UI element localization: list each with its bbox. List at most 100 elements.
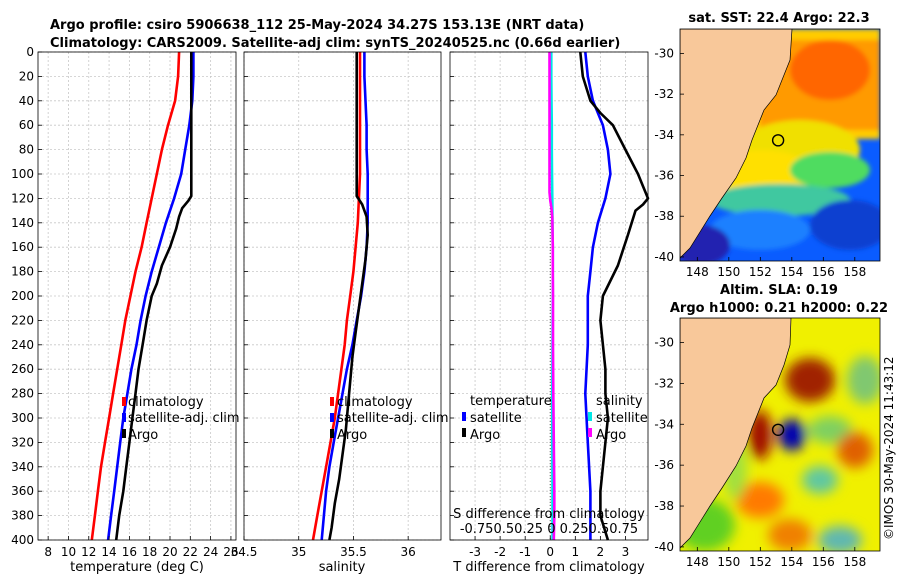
legend-label-s-argo: Argo <box>596 428 626 443</box>
temperature-grid <box>38 51 236 541</box>
legend-swatch-t-argo <box>462 428 466 437</box>
series-line-climatology <box>311 52 362 541</box>
x-tick-label: 24 <box>203 545 218 559</box>
map-y-tick-label: -30 <box>654 336 674 350</box>
difference-series <box>548 51 650 541</box>
legend-swatch-s-satellite <box>588 412 592 421</box>
series-line-argo <box>114 52 193 541</box>
map-x-tick-label: 158 <box>843 555 866 569</box>
map-x-tick-label: 148 <box>686 555 709 569</box>
salinity-xlabel: salinity <box>319 560 366 575</box>
legend-label-satellite-adj: satellite-adj. clim <box>128 411 240 426</box>
depth-tick-label: 280 <box>11 387 34 401</box>
depth-tick-label: 100 <box>11 167 34 181</box>
depth-tick-label: 340 <box>11 460 34 474</box>
depth-tick-label: 400 <box>11 533 34 547</box>
legend-title-salinity: salinity <box>596 394 643 409</box>
sla-map-image <box>680 318 880 551</box>
map-y-tick-label: -40 <box>654 250 674 264</box>
sla-map-title-1: Altim. SLA: 0.19 <box>720 283 838 298</box>
legend-swatch-satellite-adj <box>122 413 126 422</box>
legend-label-argo: Argo <box>128 428 158 443</box>
depth-tick-labels: 0 20 40 60 80 100 120 140 160 180 200 220 240 260 280 3… <box>11 45 34 547</box>
depth-tick-label: 320 <box>11 435 34 449</box>
depth-tick-label: 240 <box>11 338 34 352</box>
temperature-xlabel: temperature (deg C) <box>70 560 204 575</box>
map-x-tick-label: 152 <box>749 265 772 279</box>
legend-label-t-satellite: satellite <box>470 411 522 426</box>
depth-tick-label: 180 <box>11 265 34 279</box>
x-tick-label: 35 <box>291 545 306 559</box>
x-tick-label: 8 <box>44 545 52 559</box>
x-tick-label: 20 <box>162 545 177 559</box>
sla-map-ticks: 148 150 152 154 156 158 -30 -32 -34 -36 -38 -40 <box>654 336 866 569</box>
map-y-tick-label: -34 <box>654 417 674 431</box>
series-line-s-argo <box>548 52 556 541</box>
sst-map-image <box>680 29 880 261</box>
sla-map-title-2: Argo h1000: 0.21 h2000: 0.22 <box>670 301 888 316</box>
depth-tick-label: 80 <box>19 143 34 157</box>
salinity-profile-panel: 34.5 35 35.5 36 salinity climatology satell… <box>231 51 449 575</box>
depth-tick-label: 60 <box>19 118 34 132</box>
argo-location-marker <box>771 134 785 147</box>
depth-tick-label: 260 <box>11 362 34 376</box>
sla-map-frame <box>679 317 881 552</box>
x-tick-label: 34.5 <box>231 545 258 559</box>
depth-tick-label: 220 <box>11 313 34 327</box>
salinity-series <box>311 52 370 541</box>
s-difference-label: S difference from climatology <box>453 507 645 522</box>
difference-profile-panel: -3 -2 -1 0 1 2 3 T difference from climatology… <box>449 51 650 575</box>
map-y-tick-label: -40 <box>654 540 674 554</box>
series-line-argo <box>328 52 370 541</box>
difference-legend: temperature satellite Argo salinity sate… <box>462 394 648 443</box>
legend-swatch-satellite-adj <box>330 413 334 422</box>
legend-swatch-s-argo <box>588 428 592 437</box>
depth-tick-label: 40 <box>19 94 34 108</box>
legend-title-temperature: temperature <box>470 394 552 409</box>
x-tick-label: 12 <box>81 545 96 559</box>
legend-swatch-argo <box>122 429 126 438</box>
sst-map-title: sat. SST: 22.4 Argo: 22.3 <box>688 11 869 26</box>
x-tick-label: -1 <box>519 545 531 559</box>
map-y-tick-label: -36 <box>654 458 674 472</box>
sla-map: Altim. SLA: 0.19 Argo h1000: 0.21 h2000:… <box>654 283 888 569</box>
map-x-tick-label: 156 <box>812 555 835 569</box>
x-tick-label: -3 <box>469 545 481 559</box>
imos-watermark: ©IMOS 30-May-2024 11:43:12 <box>882 356 896 540</box>
map-y-tick-label: -38 <box>654 209 674 223</box>
salinity-grid <box>243 51 441 541</box>
x-tick-label: 10 <box>61 545 76 559</box>
sst-map-ticks: 148 150 152 154 156 158 -30 -32 -34 -36 -38 -40 <box>654 46 866 279</box>
series-line-climatology <box>90 51 181 541</box>
depth-tick-label: 200 <box>11 289 34 303</box>
depth-tick-label: 120 <box>11 191 34 205</box>
depth-tick-label: 380 <box>11 509 34 523</box>
sst-map: sat. SST: 22.4 Argo: 22.3 148 150 152 154 15… <box>654 11 881 279</box>
map-x-tick-label: 156 <box>812 265 835 279</box>
difference-ticks: -3 -2 -1 0 1 2 3 <box>450 51 629 559</box>
legend-label-t-argo: Argo <box>470 428 500 443</box>
depth-tick-label: 360 <box>11 484 34 498</box>
series-line-t-satellite <box>583 51 612 540</box>
depth-tick-label: 300 <box>11 411 34 425</box>
x-tick-label: 26 <box>223 545 238 559</box>
map-y-tick-label: -30 <box>654 46 674 60</box>
map-y-tick-label: -32 <box>654 87 674 101</box>
legend-label-climatology: climatology <box>337 395 413 410</box>
legend-label-argo: Argo <box>337 428 367 443</box>
legend-swatch-climatology <box>122 397 126 406</box>
map-y-tick-label: -38 <box>654 499 674 513</box>
series-line-t-argo <box>579 51 650 541</box>
map-x-tick-label: 148 <box>686 265 709 279</box>
map-y-tick-label: -34 <box>654 128 674 142</box>
legend-swatch-argo <box>330 429 334 438</box>
map-x-tick-label: 152 <box>749 555 772 569</box>
map-y-tick-label: -32 <box>654 376 674 390</box>
legend-swatch-t-satellite <box>462 412 466 421</box>
series-line-satellite-adj-clim <box>106 52 195 541</box>
title-line-1: Argo profile: csiro 5906638_112 25-May-2… <box>50 18 584 33</box>
legend-label-s-satellite: satellite <box>596 411 648 426</box>
temperature-legend: climatology satellite-adj. clim Argo <box>122 395 240 443</box>
s-difference-ticks: -0.750.50.25 0 0.250.50.75 <box>460 522 638 537</box>
